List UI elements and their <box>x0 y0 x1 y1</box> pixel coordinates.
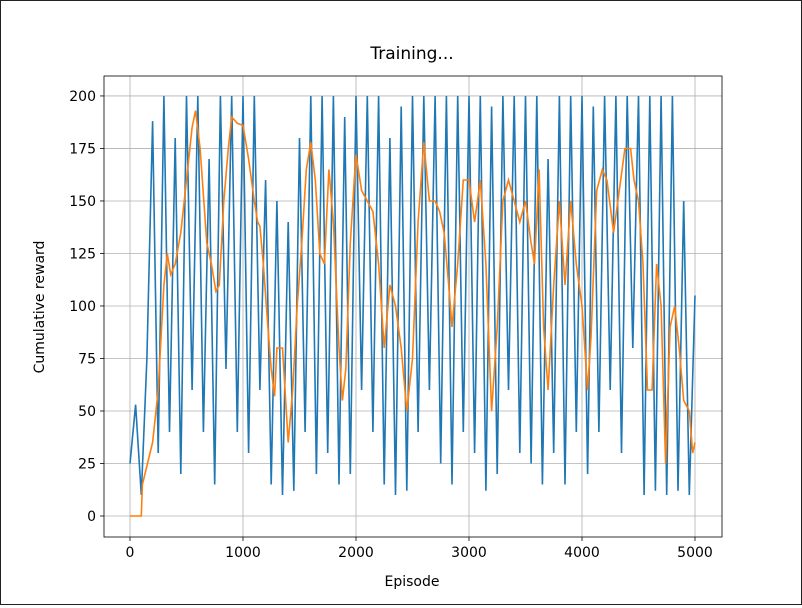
series-line <box>130 110 696 517</box>
y-axis-label: Cumulative reward <box>32 241 48 374</box>
y-tick-label: 100 <box>69 299 96 315</box>
y-tick-label: 175 <box>69 141 96 157</box>
y-tick-label: 50 <box>78 404 96 420</box>
x-tick-label: 3000 <box>451 545 487 561</box>
x-tick-label: 0 <box>126 545 135 561</box>
x-tick-label: 5000 <box>677 545 713 561</box>
series-line <box>129 95 696 496</box>
x-tick-label: 1000 <box>225 545 261 561</box>
y-tick-label: 0 <box>87 509 96 525</box>
x-tick-label: 4000 <box>564 545 600 561</box>
y-tick-label: 150 <box>69 194 96 210</box>
plot-frame <box>103 75 723 538</box>
y-tick-label: 125 <box>69 246 96 262</box>
x-tick-label: 2000 <box>338 545 374 561</box>
y-tick-label: 75 <box>78 351 96 367</box>
x-axis-label: Episode <box>385 574 440 590</box>
y-tick-label: 200 <box>69 89 96 105</box>
chart-title: Training... <box>369 44 453 64</box>
y-tick-label: 25 <box>78 456 96 472</box>
